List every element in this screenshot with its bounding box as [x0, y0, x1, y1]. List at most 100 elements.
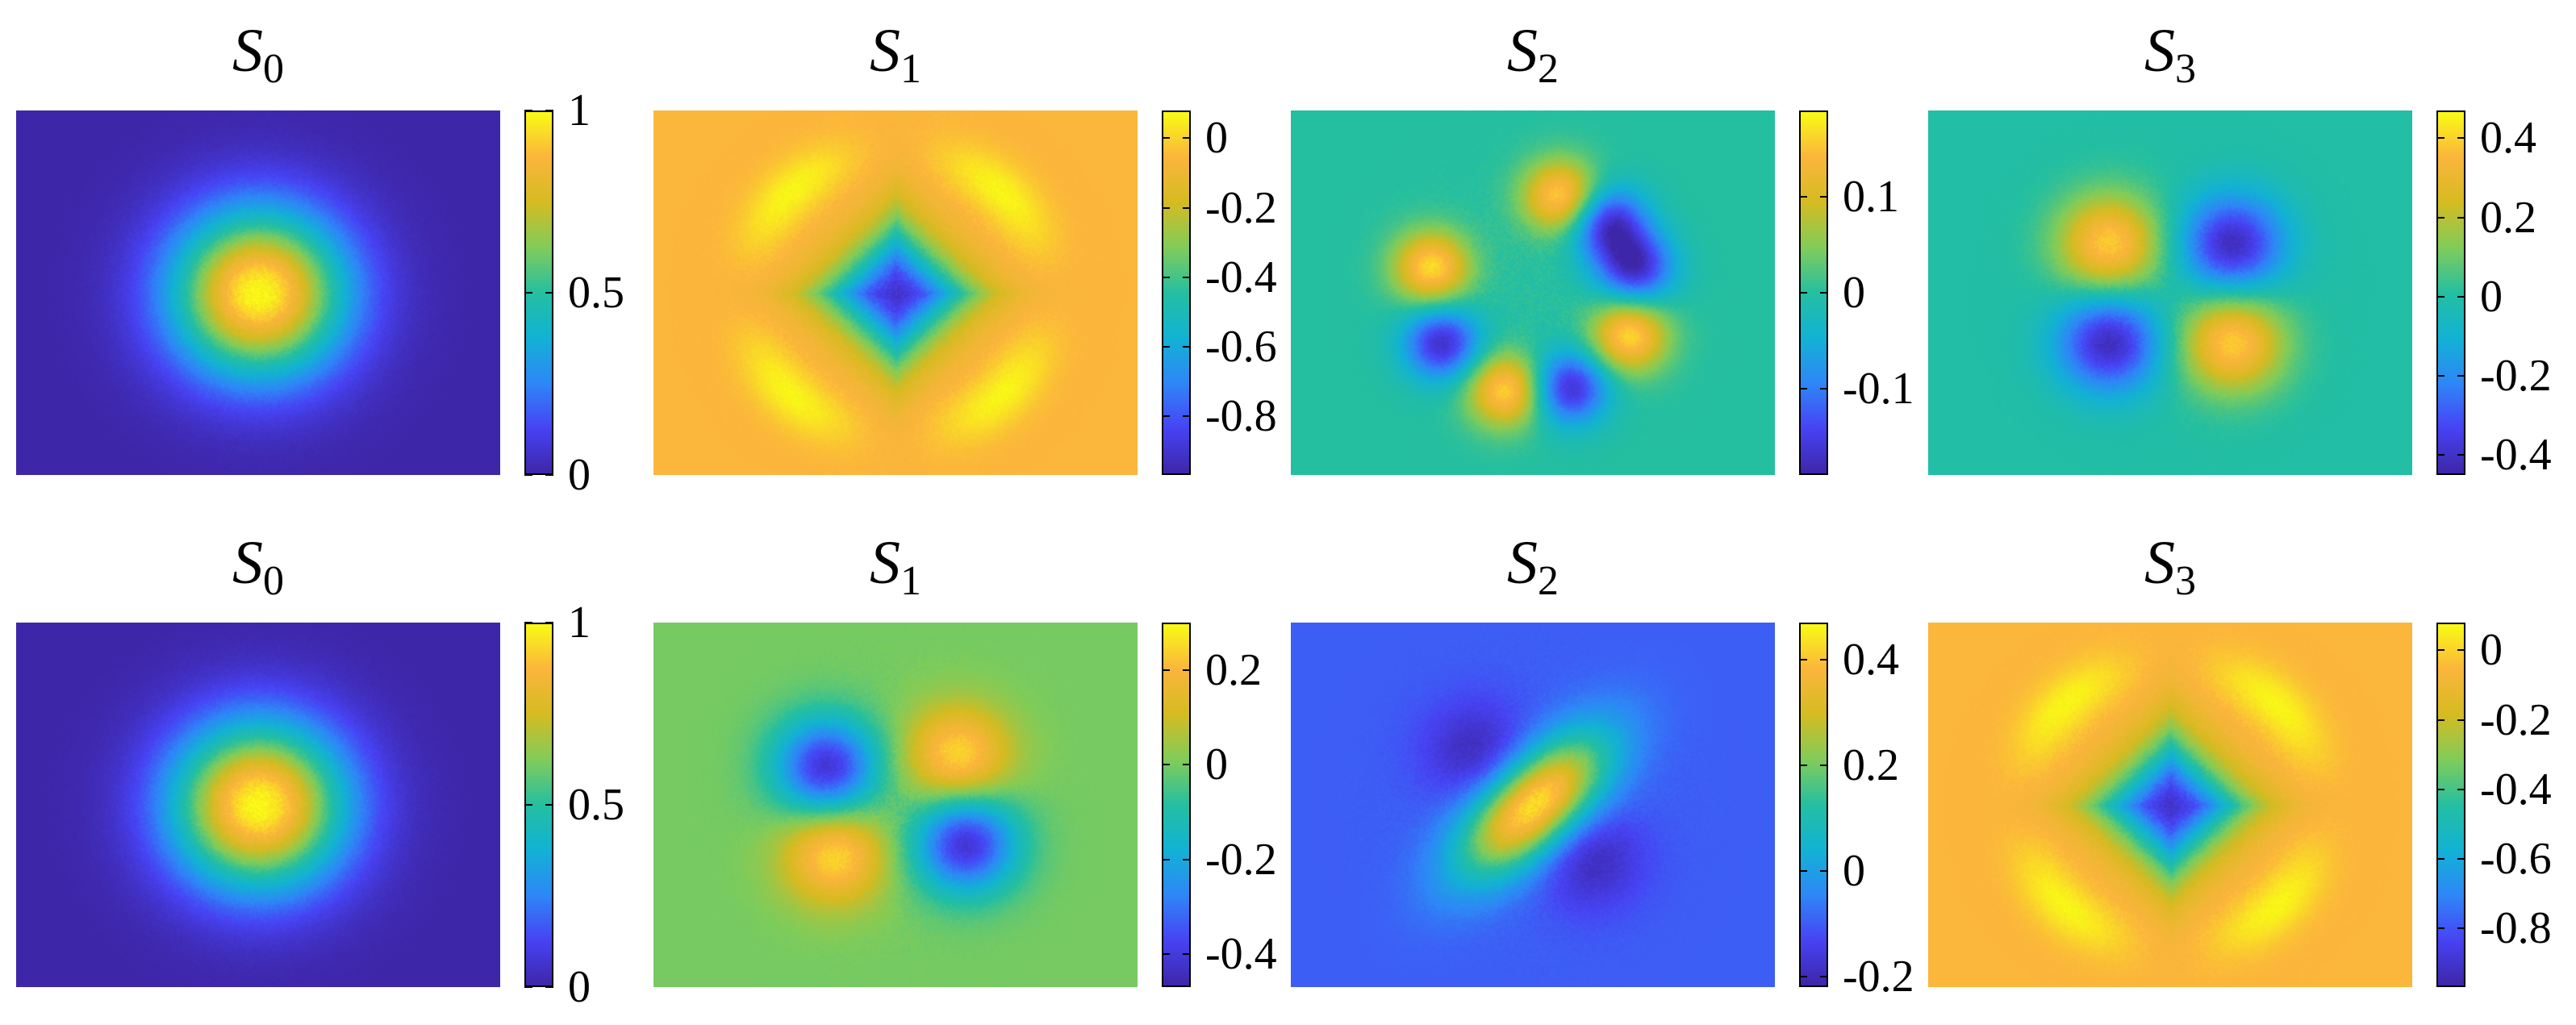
stokes-intensity-map: [1291, 110, 1775, 475]
colorbar-tick-mark: [545, 804, 553, 806]
panel-title: S1: [653, 532, 1138, 602]
colorbar-tick-mark: [2457, 927, 2465, 929]
colorbar-tick-mark: [1183, 206, 1191, 209]
colorbar-tick-mark: [2457, 857, 2465, 860]
stokes-intensity-map: [16, 623, 500, 987]
colorbar-tick-mark: [524, 804, 532, 806]
colorbar-tick-mark: [524, 474, 532, 476]
colorbar-tick-label: -0.6: [1205, 321, 1277, 372]
colorbar-tick-mark: [2436, 927, 2444, 929]
colorbar-tick-label: 0: [1205, 740, 1228, 790]
colorbar-tick-mark: [1183, 764, 1191, 766]
colorbar-tick-mark: [2457, 137, 2465, 140]
colorbar-tick-mark: [2436, 137, 2444, 140]
panel-title-symbol: S: [2144, 17, 2175, 85]
panel-title-subscript: 0: [263, 558, 284, 604]
colorbar-tick-label: -0.2: [1205, 182, 1277, 233]
colorbar-tick-mark: [545, 622, 553, 623]
colorbar-tick-label: 0.4: [2480, 113, 2536, 164]
colorbar-tick-mark: [1183, 345, 1191, 348]
panel-title-symbol: S: [1507, 529, 1538, 597]
colorbar-tick-label: -0.6: [2480, 833, 2552, 884]
colorbar-tick-mark: [2436, 649, 2444, 652]
stokes-intensity-map: [1291, 623, 1775, 987]
colorbar: [2436, 110, 2465, 475]
colorbar-tick-label: 0: [2480, 271, 2503, 322]
colorbar-tick-mark: [1183, 415, 1191, 417]
colorbar-tick-mark: [1162, 858, 1170, 860]
colorbar-tick-label: 0.1: [1843, 172, 1899, 223]
colorbar-tick-label: 0.2: [1205, 644, 1262, 695]
panel-title-subscript: 2: [1538, 558, 1559, 604]
colorbar-tick-mark: [545, 292, 553, 294]
colorbar-tick-mark: [1799, 975, 1807, 977]
panel-title-symbol: S: [232, 17, 263, 85]
colorbar-tick-mark: [1162, 669, 1170, 671]
colorbar-tick-mark: [545, 986, 553, 988]
colorbar-tick-label: -0.4: [2480, 764, 2552, 815]
panel-title-subscript: 1: [900, 46, 921, 92]
panel-title: S3: [1928, 20, 2412, 90]
colorbar-tick-label: 0: [1843, 845, 1865, 896]
stokes-intensity-map: [1928, 110, 2412, 475]
colorbar-tick-mark: [2436, 719, 2444, 721]
colorbar-tick-mark: [2436, 295, 2444, 298]
panel-title-subscript: 1: [900, 558, 921, 604]
colorbar-tick-mark: [1820, 387, 1828, 390]
panel-title-symbol: S: [2144, 529, 2175, 597]
colorbar-tick-mark: [524, 110, 532, 111]
colorbar-tick-label: -0.4: [1205, 928, 1277, 979]
colorbar-tick-label: 1: [568, 598, 591, 648]
colorbar: [1799, 623, 1828, 987]
colorbar-tick-mark: [1820, 975, 1828, 977]
colorbar-tick-label: -0.2: [2480, 351, 2552, 402]
colorbar-tick-mark: [1820, 196, 1828, 198]
colorbar-tick-mark: [1162, 206, 1170, 209]
colorbar-tick-label: 0: [1843, 268, 1865, 318]
colorbar: [1162, 623, 1191, 987]
colorbar-tick-mark: [2436, 454, 2444, 456]
colorbar-tick-mark: [545, 110, 553, 111]
panel-title-subscript: 2: [1538, 46, 1559, 92]
colorbar-tick-mark: [2457, 788, 2465, 790]
colorbar-tick-label: -0.1: [1843, 363, 1914, 414]
colorbar-tick-mark: [2457, 454, 2465, 456]
colorbar-tick-mark: [1820, 292, 1828, 294]
panel-title-subscript: 3: [2175, 46, 2196, 92]
colorbar-tick-mark: [1162, 137, 1170, 140]
colorbar-tick-mark: [2457, 649, 2465, 652]
colorbar-tick-mark: [1799, 196, 1807, 198]
stokes-intensity-map: [16, 110, 500, 475]
colorbar-tick-mark: [1183, 952, 1191, 955]
panel-title: S0: [16, 532, 500, 602]
colorbar-tick-mark: [1162, 345, 1170, 348]
colorbar-tick-mark: [2457, 295, 2465, 298]
colorbar-tick-mark: [1820, 658, 1828, 660]
colorbar-tick-mark: [2457, 216, 2465, 219]
colorbar-tick-mark: [1799, 764, 1807, 766]
colorbar: [2436, 623, 2465, 987]
colorbar-tick-mark: [1183, 858, 1191, 860]
colorbar: [1162, 110, 1191, 475]
colorbar-tick-mark: [2436, 857, 2444, 860]
colorbar-tick-mark: [1162, 415, 1170, 417]
colorbar-tick-mark: [2436, 375, 2444, 377]
panel-title: S1: [653, 20, 1138, 90]
colorbar-tick-label: 0: [568, 962, 591, 1012]
panel-title-symbol: S: [870, 529, 900, 597]
colorbar-tick-label: -0.8: [2480, 902, 2552, 953]
colorbar-tick-mark: [1799, 869, 1807, 872]
panel-title: S3: [1928, 532, 2412, 602]
colorbar-tick-mark: [524, 622, 532, 623]
panel-title: S2: [1291, 532, 1775, 602]
colorbar-tick-label: -0.2: [1843, 951, 1914, 1002]
colorbar-tick-mark: [524, 292, 532, 294]
colorbar-tick-label: 0.5: [568, 780, 624, 830]
colorbar-tick-label: -0.8: [1205, 390, 1277, 441]
panel-title: S2: [1291, 20, 1775, 90]
colorbar-tick-label: -0.4: [1205, 252, 1277, 302]
colorbar-tick-mark: [1820, 869, 1828, 872]
colorbar-tick-mark: [2436, 788, 2444, 790]
colorbar-tick-mark: [1799, 387, 1807, 390]
colorbar-tick-mark: [1183, 276, 1191, 278]
